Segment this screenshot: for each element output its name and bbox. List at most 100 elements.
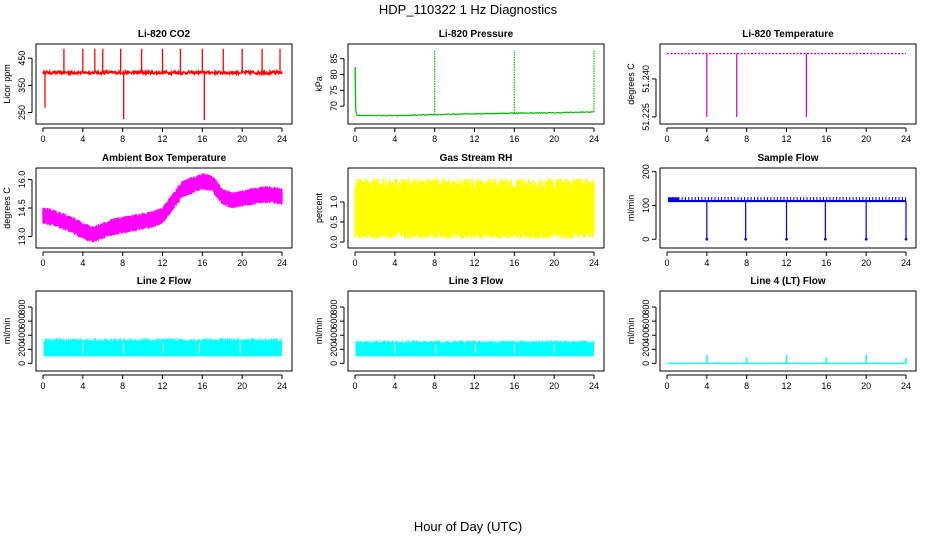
x-tick-label: 0 bbox=[664, 134, 669, 144]
data-layer bbox=[42, 338, 283, 357]
y-tick-label: 600 bbox=[641, 314, 651, 329]
plot-frame bbox=[659, 43, 917, 125]
x-tick-label: 24 bbox=[589, 134, 599, 144]
x-axis: 0 4 8 12 16 20 24 bbox=[352, 251, 599, 268]
panel-title: Li-820 Temperature bbox=[742, 29, 834, 40]
x-tick-label: 8 bbox=[432, 381, 437, 391]
x-tick-label: 8 bbox=[120, 258, 125, 268]
y-tick-label: 0.0 bbox=[329, 236, 339, 249]
x-tick-label: 12 bbox=[781, 134, 791, 144]
spike-point bbox=[823, 237, 827, 241]
panel-sample_flow: Sample Flow 0 4 8 12 16 20 24 0 100 200 ml/min bbox=[626, 153, 917, 268]
panel-title: Line 3 Flow bbox=[449, 276, 504, 287]
x-tick-label: 16 bbox=[821, 381, 831, 391]
series-band bbox=[43, 340, 282, 357]
y-axis-label: Licor ppm bbox=[2, 64, 12, 104]
x-tick-label: 24 bbox=[901, 258, 911, 268]
series-line bbox=[354, 67, 595, 117]
panel-title: Sample Flow bbox=[757, 153, 818, 164]
x-tick-label: 16 bbox=[509, 381, 519, 391]
x-tick-label: 8 bbox=[120, 381, 125, 391]
x-tick-label: 24 bbox=[901, 381, 911, 391]
y-axis: 51.225 51.240 bbox=[641, 65, 657, 131]
x-tick-label: 24 bbox=[277, 258, 287, 268]
x-axis: 0 4 8 12 16 20 24 bbox=[40, 374, 287, 391]
panel-pressure: Li-820 Pressure 0 4 8 12 16 20 24 70 75 80 85 kPa bbox=[314, 29, 605, 144]
y-tick-label: 600 bbox=[17, 314, 27, 329]
y-tick-label: 70 bbox=[329, 101, 339, 111]
x-tick-label: 0 bbox=[40, 134, 45, 144]
panel-rh: Gas Stream RH 0 4 8 12 16 20 24 0.0 0.5 1.0 percent bbox=[314, 153, 605, 268]
x-tick-label: 4 bbox=[392, 381, 397, 391]
y-tick-label: 0 bbox=[641, 237, 651, 242]
x-tick-label: 8 bbox=[120, 134, 125, 144]
y-tick-label: 16.0 bbox=[17, 171, 27, 189]
x-tick-label: 12 bbox=[469, 134, 479, 144]
x-tick-label: 16 bbox=[509, 134, 519, 144]
panel-title: Gas Stream RH bbox=[440, 153, 513, 164]
x-tick-label: 4 bbox=[80, 381, 85, 391]
x-tick-label: 12 bbox=[781, 258, 791, 268]
plot-frame bbox=[659, 167, 917, 249]
x-tick-label: 20 bbox=[549, 381, 559, 391]
x-tick-label: 20 bbox=[237, 258, 247, 268]
y-axis-label: ml/min bbox=[626, 318, 636, 345]
plot-frame bbox=[35, 167, 293, 249]
y-tick-label: 0 bbox=[329, 361, 339, 366]
x-tick-label: 4 bbox=[80, 134, 85, 144]
spike-point bbox=[864, 237, 868, 241]
x-tick-label: 24 bbox=[277, 134, 287, 144]
x-tick-label: 12 bbox=[469, 258, 479, 268]
y-tick-label: 800 bbox=[641, 300, 651, 315]
x-tick-label: 16 bbox=[197, 381, 207, 391]
panel-title: Li-820 CO2 bbox=[138, 29, 191, 40]
y-axis: 0 100 200 bbox=[641, 164, 657, 242]
x-axis-title: Hour of Day (UTC) bbox=[414, 519, 522, 534]
data-layer bbox=[667, 354, 907, 365]
x-tick-label: 12 bbox=[157, 134, 167, 144]
x-tick-label: 20 bbox=[237, 381, 247, 391]
x-axis: 0 4 8 12 16 20 24 bbox=[352, 374, 599, 391]
y-tick-label: 450 bbox=[17, 51, 27, 66]
y-tick-label: 400 bbox=[17, 328, 27, 343]
panel-licor_temp: Li-820 Temperature 0 4 8 12 16 20 24 51.225 51.24… bbox=[626, 29, 917, 144]
panel-line4: Line 4 (LT) Flow 0 4 8 12 16 20 24 0 200400600800… bbox=[626, 276, 917, 391]
series-band bbox=[354, 178, 595, 239]
x-tick-label: 8 bbox=[744, 258, 749, 268]
y-tick-label: 350 bbox=[17, 78, 27, 93]
series-band bbox=[355, 342, 594, 357]
y-tick-label: 200 bbox=[641, 342, 651, 357]
panel-box_temp: Ambient Box Temperature 0 4 8 12 16 20 24 13.0 14… bbox=[2, 153, 293, 268]
panel-title: Line 4 (LT) Flow bbox=[750, 276, 826, 287]
data-layer bbox=[42, 48, 283, 121]
y-tick-label: 800 bbox=[329, 300, 339, 315]
y-tick-label: 51.240 bbox=[641, 65, 651, 93]
x-tick-label: 4 bbox=[704, 381, 709, 391]
x-tick-label: 20 bbox=[549, 258, 559, 268]
y-tick-label: 600 bbox=[329, 314, 339, 329]
x-tick-label: 8 bbox=[432, 258, 437, 268]
y-tick-label: 85 bbox=[329, 54, 339, 64]
panel-co2: Li-820 CO2 0 4 8 12 16 20 24 250 350 450 Licor ppm bbox=[2, 29, 293, 144]
y-tick-label: 800 bbox=[17, 300, 27, 315]
spike-point bbox=[744, 237, 748, 241]
y-axis-label: kPa bbox=[314, 76, 324, 92]
y-tick-label: 0.5 bbox=[329, 216, 339, 229]
y-axis: 70 75 80 85 bbox=[329, 54, 345, 111]
series-noise bbox=[354, 340, 595, 343]
y-axis: 13.0 14.5 16.0 bbox=[17, 171, 33, 246]
x-axis: 0 4 8 12 16 20 24 bbox=[40, 127, 287, 144]
x-tick-label: 0 bbox=[664, 381, 669, 391]
x-tick-label: 4 bbox=[80, 258, 85, 268]
y-tick-label: 13.0 bbox=[17, 228, 27, 246]
x-axis: 0 4 8 12 16 20 24 bbox=[664, 374, 911, 391]
y-axis: 250 350 450 bbox=[17, 51, 33, 120]
x-tick-label: 4 bbox=[704, 134, 709, 144]
y-tick-label: 51.225 bbox=[641, 103, 651, 131]
y-tick-label: 0 bbox=[641, 361, 651, 366]
x-tick-label: 16 bbox=[821, 134, 831, 144]
